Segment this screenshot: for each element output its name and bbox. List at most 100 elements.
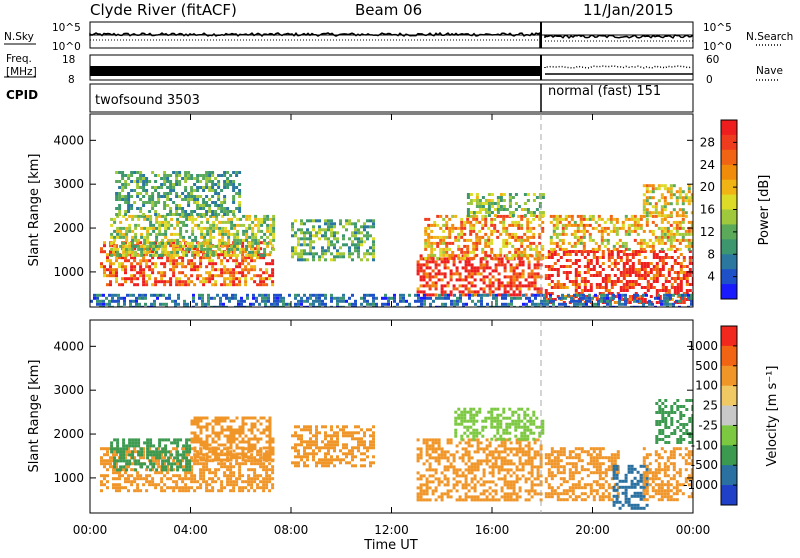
heatmap-cell [215, 224, 218, 227]
colorbar-swatch [721, 195, 737, 210]
heatmap-cell [303, 258, 306, 261]
heatmap-cell [251, 239, 254, 242]
heatmap-cell [227, 459, 230, 462]
heatmap-cell [262, 462, 265, 465]
heatmap-cell [217, 180, 220, 183]
heatmap-cell [155, 236, 158, 239]
heatmap-cell [603, 297, 606, 300]
heatmap-cell [523, 254, 526, 257]
heatmap-cell [248, 438, 251, 441]
heatmap-cell [641, 265, 644, 268]
heatmap-cell [582, 303, 585, 306]
heatmap-cell [297, 461, 300, 464]
heatmap-cell [408, 303, 411, 306]
heatmap-cell [656, 253, 659, 256]
heatmap-cell [124, 195, 127, 198]
heatmap-cell [137, 224, 140, 227]
heatmap-cell [233, 242, 236, 245]
heatmap-cell [116, 444, 119, 447]
heatmap-cell [272, 233, 275, 236]
heatmap-cell [166, 180, 169, 183]
heatmap-cell [351, 294, 354, 297]
heatmap-cell [226, 177, 229, 180]
heatmap-cell [220, 210, 223, 213]
heatmap-cell [661, 184, 664, 187]
heatmap-cell [155, 254, 158, 257]
heatmap-cell [681, 294, 684, 297]
heatmap-cell [483, 269, 486, 272]
heatmap-cell [521, 208, 524, 211]
heatmap-cell [653, 268, 656, 271]
heatmap-cell [617, 280, 620, 283]
heatmap-cell [526, 239, 529, 242]
heatmap-cell [665, 286, 668, 289]
heatmap-cell [227, 218, 230, 221]
heatmap-cell [137, 215, 140, 218]
heatmap-cell [510, 269, 513, 272]
heatmap-cell [471, 266, 474, 269]
heatmap-cell [144, 303, 147, 306]
heatmap-cell [502, 221, 505, 224]
heatmap-cell [559, 215, 562, 218]
heatmap-cell [130, 204, 133, 207]
heatmap-cell [670, 214, 673, 217]
heatmap-cell [242, 459, 245, 462]
heatmap-cell [423, 462, 426, 465]
heatmap-cell [159, 303, 162, 306]
heatmap-cell [488, 205, 491, 208]
heatmap-cell [205, 195, 208, 198]
heatmap-cell [549, 294, 552, 297]
heatmap-cell [569, 271, 572, 274]
heatmap-cell [655, 239, 658, 242]
heatmap-cell [208, 207, 211, 210]
heatmap-cell [254, 218, 257, 221]
heatmap-cell [109, 274, 112, 277]
heatmap-cell [660, 303, 663, 306]
heatmap-cell [127, 474, 130, 477]
heatmap-cell [160, 186, 163, 189]
heatmap-cell [164, 248, 167, 251]
heatmap-cell [444, 477, 447, 480]
heatmap-cell [497, 196, 500, 199]
heatmap-cell [207, 297, 210, 300]
heatmap-cell [596, 286, 599, 289]
heatmap-cell [679, 239, 682, 242]
heatmap-cell [207, 300, 210, 303]
heatmap-cell [239, 426, 242, 429]
heatmap-cell [632, 286, 635, 289]
heatmap-cell [324, 249, 327, 252]
heatmap-cell [187, 192, 190, 195]
heatmap-cell [115, 259, 118, 262]
heatmap-cell [330, 300, 333, 303]
heatmap-cell [272, 459, 275, 462]
heatmap-cell [119, 236, 122, 239]
heatmap-cell [676, 230, 679, 233]
heatmap-cell [493, 224, 496, 227]
heatmap-cell [269, 444, 272, 447]
heatmap-cell [432, 468, 435, 471]
heatmap-cell [196, 462, 199, 465]
heatmap-cell [214, 192, 217, 195]
heatmap-cell [680, 268, 683, 271]
heatmap-cell [679, 233, 682, 236]
heatmap-cell [489, 287, 492, 290]
heatmap-cell [203, 254, 206, 257]
heatmap-cell [528, 281, 531, 284]
heatmap-cell [500, 208, 503, 211]
heatmap-cell [163, 271, 166, 274]
heatmap-cell [288, 294, 291, 297]
heatmap-cell [466, 251, 469, 254]
heatmap-cell [457, 257, 460, 260]
heatmap-cell [184, 283, 187, 286]
heatmap-cell [142, 283, 145, 286]
heatmap-cell [519, 293, 522, 296]
heatmap-cell [190, 198, 193, 201]
heatmap-cell [363, 228, 366, 231]
heatmap-cell [238, 210, 241, 213]
heatmap-cell [239, 251, 242, 254]
heatmap-cell [492, 281, 495, 284]
heatmap-cell [363, 434, 366, 437]
heatmap-cell [444, 260, 447, 263]
heatmap-cell [479, 208, 482, 211]
heatmap-cell [221, 245, 224, 248]
